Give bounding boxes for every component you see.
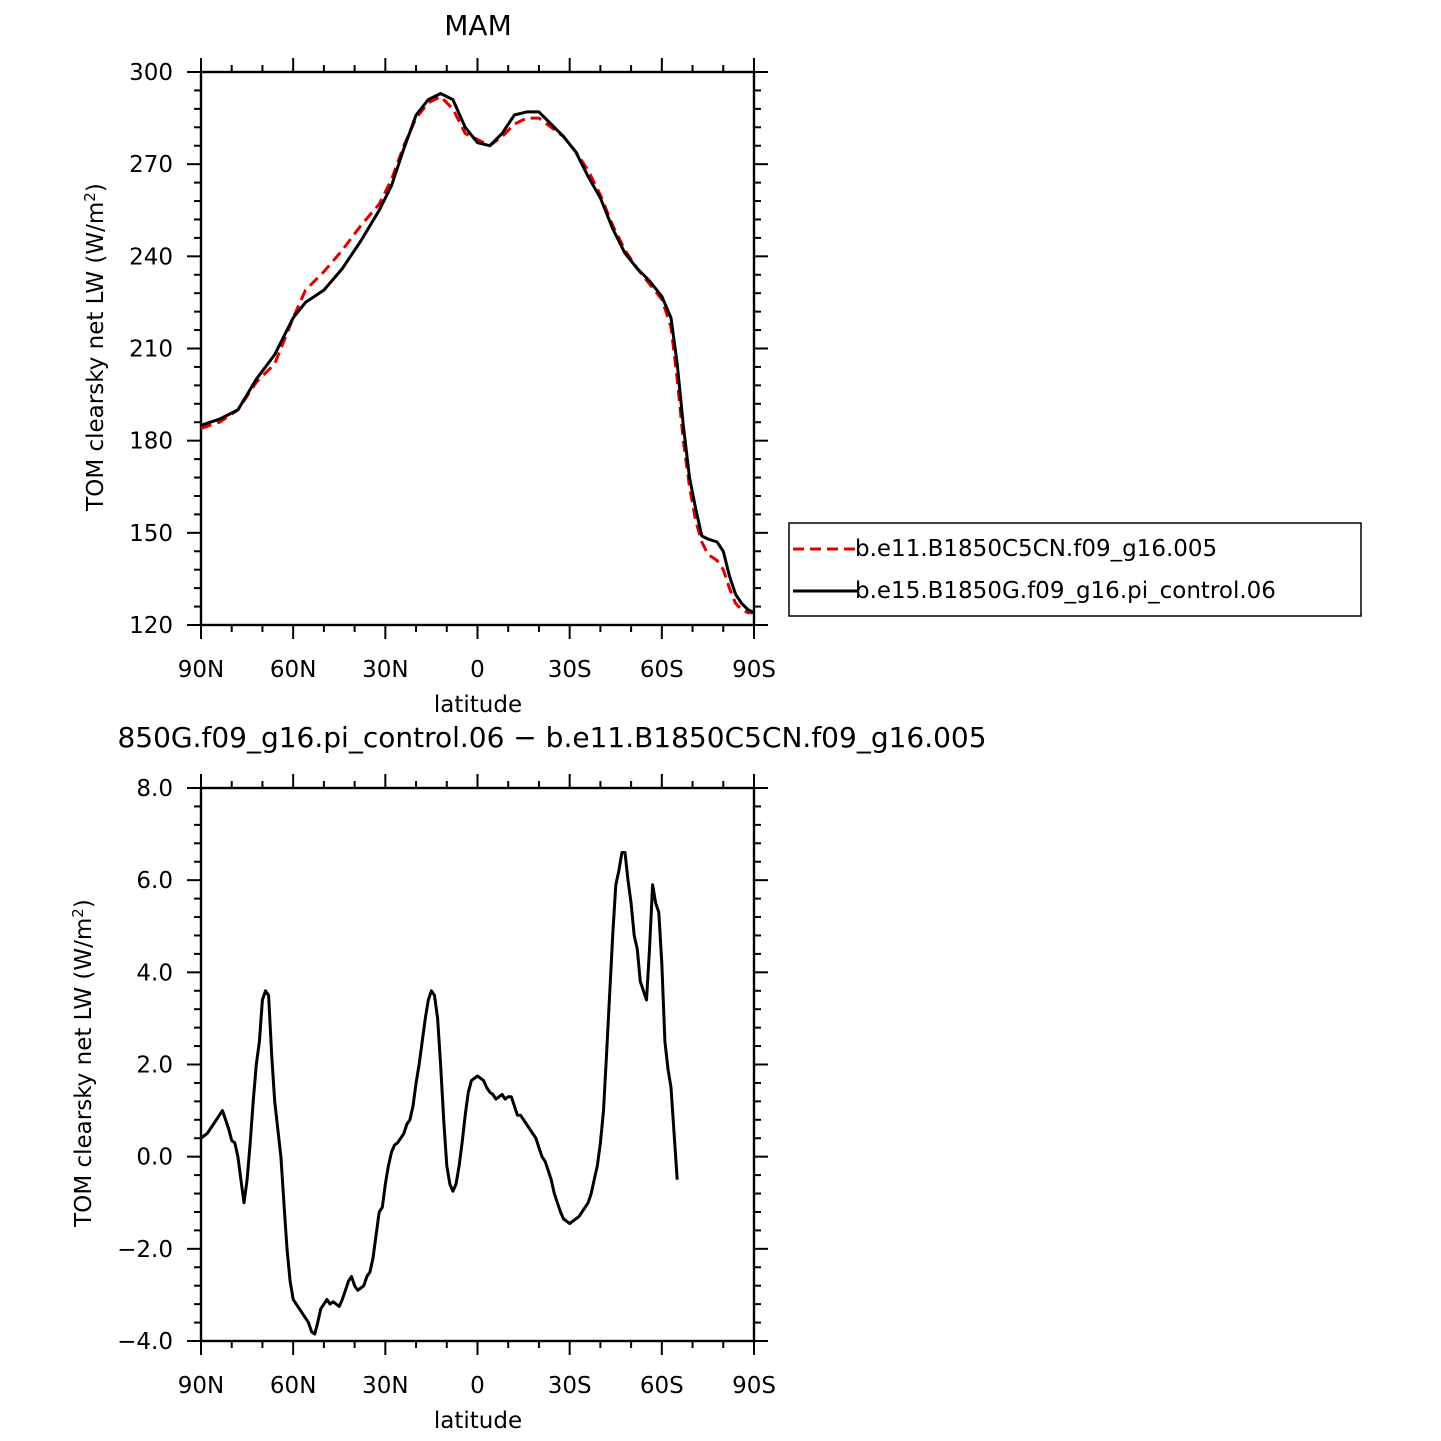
x-tick-label: 0 [470,657,485,683]
y-axis-title: TOM clearsky net LW (W/m2) [69,899,97,1228]
x-tick-label: 90S [732,1373,776,1399]
series-line-1 [200,851,679,1336]
series-line-1 [200,95,754,615]
y-tick-label: 150 [129,521,173,547]
x-tick-label: 30S [548,657,592,683]
x-tick-label: 30S [548,1373,592,1399]
legend-box [788,522,1362,617]
y-tick-label: 0.0 [136,1145,173,1171]
y-tick-label: 180 [129,429,173,455]
x-tick-label: 90N [178,657,224,683]
y-tick-label: 210 [129,337,173,363]
y-tick-label: 300 [129,60,173,86]
x-tick-label: 30N [362,657,408,683]
x-axis-title: latitude [434,1408,522,1434]
plot-frame [199,70,756,627]
series-line-2 [200,92,755,615]
legend: b.e11.B1850C5CN.f09_g16.005 b.e15.B1850G… [788,522,1362,617]
x-tick-label: 0 [470,1373,485,1399]
y-tick-label: 6.0 [136,868,173,894]
x-tick-label: 90N [178,1373,224,1399]
y-tick-label: −2.0 [117,1237,173,1263]
y-tick-label: 8.0 [136,776,173,802]
legend-label-1: b.e11.B1850C5CN.f09_g16.005 [855,536,1217,562]
y-tick-label: −4.0 [117,1329,173,1355]
x-tick-label: 90S [732,657,776,683]
x-tick-label: 60N [270,1373,316,1399]
x-tick-label: 60N [270,657,316,683]
x-axis-title: latitude [434,692,522,718]
y-tick-label: 2.0 [136,1053,173,1079]
chart-title: 850G.f09_g16.pi_control.06 − b.e11.B1850… [117,721,986,754]
plot-area: 120 150 180 210 240 270 300 90N 60N 30N 0 30S 60S 90S [129,58,776,683]
x-tick-label: 60S [640,1373,684,1399]
y-tick-label: 270 [129,152,173,178]
legend-label-2: b.e15.B1850G.f09_g16.pi_control.06 [855,578,1276,604]
plot-area: −4.0 −2.0 0.0 2.0 4.0 6.0 8.0 90N 60N 30N 0 30S 60S 9… [117,774,776,1399]
climatology-chart: MAM 120 150 180 210 240 270 300 90N 60N 30N 0 30S 60… [81,9,1362,718]
y-tick-label: 240 [129,244,173,270]
x-tick-label: 60S [640,657,684,683]
x-tick-label: 30N [362,1373,408,1399]
difference-chart: 850G.f09_g16.pi_control.06 − b.e11.B1850… [69,721,987,1434]
y-tick-label: 4.0 [136,960,173,986]
plot-frame [199,786,756,1343]
y-axis-title: TOM clearsky net LW (W/m2) [81,183,109,512]
y-tick-label: 120 [129,613,173,639]
chart-title: MAM [444,9,511,42]
